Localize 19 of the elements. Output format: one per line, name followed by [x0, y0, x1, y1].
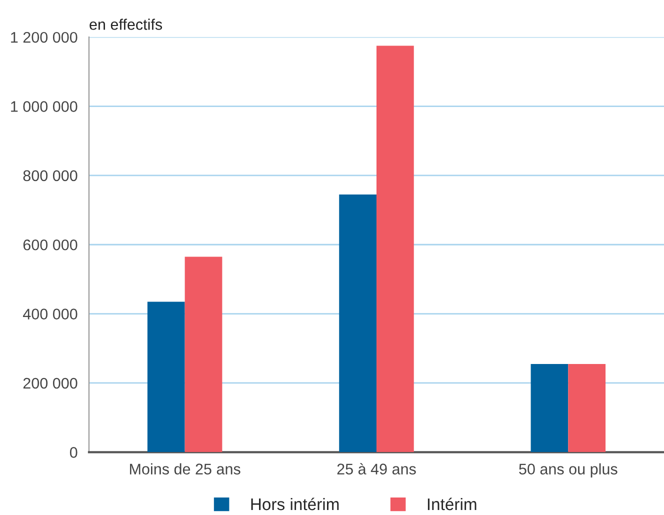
bar [376, 46, 414, 452]
x-tick-label: 25 à 49 ans [337, 463, 416, 475]
y-tick-label: 1 200 000 [11, 32, 78, 43]
y-tick-label: 200 000 [23, 378, 78, 389]
legend-label: Intérim [428, 498, 476, 510]
y-axis-title: en effectifs [90, 18, 162, 30]
bar [339, 194, 376, 452]
x-tick-label: 50 ans ou plus [519, 463, 618, 478]
legend-label: Hors intérim [251, 498, 339, 510]
y-tick-label: 600 000 [23, 239, 78, 250]
y-tick-label: 800 000 [23, 170, 78, 182]
bar [184, 256, 222, 452]
bar [568, 364, 606, 452]
y-tick-label: 400 000 [22, 308, 78, 320]
bar [530, 364, 568, 452]
x-tick-label: Moins de 25 ans [130, 463, 240, 475]
y-tick-label: 1 000 000 [11, 101, 78, 112]
bar [147, 302, 185, 452]
y-tick-label: 0 [70, 447, 78, 458]
